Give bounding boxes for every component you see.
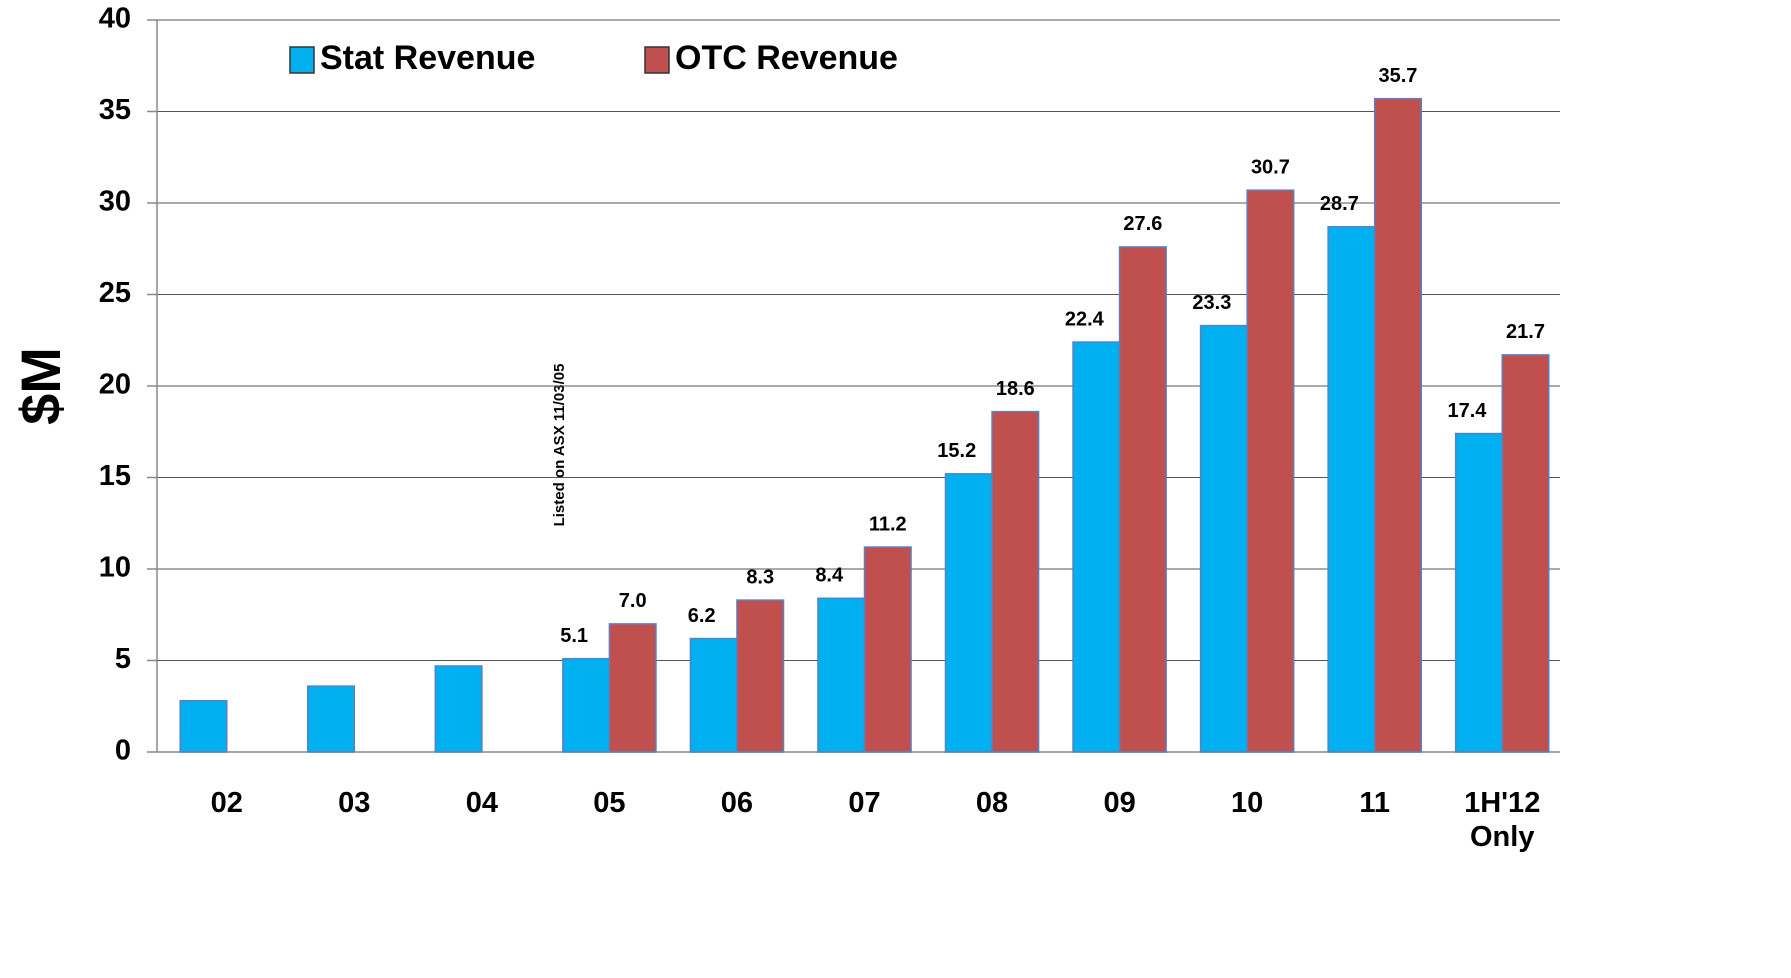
annotation: Listed on ASX 11/03/05 bbox=[551, 364, 568, 527]
data-label: 5.1 bbox=[560, 625, 588, 647]
y-tick-label: 15 bbox=[99, 460, 131, 492]
x-tick-label: 03 bbox=[338, 787, 371, 819]
data-label: 30.7 bbox=[1251, 156, 1290, 178]
bar bbox=[1454, 432, 1503, 753]
y-tick-label: 25 bbox=[99, 277, 131, 309]
bar bbox=[608, 623, 657, 753]
legend-swatch bbox=[644, 46, 670, 74]
data-label: 15.2 bbox=[937, 440, 976, 462]
y-tick-label: 5 bbox=[115, 643, 131, 675]
bar bbox=[991, 410, 1040, 753]
y-tick-label: 10 bbox=[99, 552, 131, 584]
bar bbox=[1199, 324, 1248, 753]
x-tick-label: 1H'12 Only bbox=[1464, 787, 1541, 853]
bar bbox=[1118, 246, 1167, 753]
bar bbox=[562, 657, 611, 753]
data-label: 28.7 bbox=[1320, 193, 1359, 215]
bar bbox=[863, 546, 912, 753]
data-label: 27.6 bbox=[1123, 213, 1162, 235]
x-tick-label: 07 bbox=[848, 787, 881, 819]
data-label: 11.2 bbox=[869, 513, 907, 535]
x-tick-label: 06 bbox=[720, 787, 754, 819]
bar bbox=[736, 599, 785, 753]
data-label: 7.0 bbox=[619, 590, 647, 612]
legend-swatch bbox=[289, 46, 315, 74]
bar bbox=[1501, 354, 1550, 753]
data-label: 21.7 bbox=[1506, 321, 1545, 343]
y-tick-label: 0 bbox=[115, 735, 131, 767]
bar bbox=[944, 473, 993, 753]
data-label: 35.7 bbox=[1378, 65, 1417, 87]
bar bbox=[179, 700, 228, 753]
x-tick-label: 09 bbox=[1103, 787, 1136, 819]
legend-label: OTC Revenue bbox=[675, 39, 898, 77]
data-label: 6.2 bbox=[688, 605, 716, 627]
bar bbox=[817, 597, 866, 753]
x-tick-label: 08 bbox=[975, 787, 1009, 819]
x-tick-label: 05 bbox=[593, 787, 626, 819]
data-label: 8.3 bbox=[746, 566, 774, 588]
bar bbox=[1246, 189, 1295, 753]
bar bbox=[689, 637, 738, 753]
y-tick-label: 35 bbox=[99, 94, 131, 126]
x-tick-label: 11 bbox=[1359, 787, 1390, 819]
y-tick-label: 40 bbox=[99, 3, 131, 35]
y-tick-label: 30 bbox=[99, 186, 131, 218]
bar bbox=[1072, 341, 1121, 753]
x-tick-label: 04 bbox=[465, 787, 498, 819]
bar bbox=[1373, 97, 1422, 753]
legend-label: Stat Revenue bbox=[320, 39, 535, 77]
x-tick-label: 10 bbox=[1230, 787, 1264, 819]
bar bbox=[434, 665, 483, 753]
y-axis-label: $M bbox=[9, 347, 72, 425]
y-tick-label: 20 bbox=[99, 369, 131, 401]
data-label: 8.4 bbox=[815, 565, 844, 587]
data-label: 18.6 bbox=[996, 378, 1035, 400]
data-label: 23.3 bbox=[1192, 292, 1231, 314]
x-tick-label: 02 bbox=[210, 787, 243, 819]
data-label: 17.4 bbox=[1447, 400, 1487, 422]
bar bbox=[307, 685, 356, 753]
bar bbox=[1327, 226, 1376, 753]
data-label: 22.4 bbox=[1065, 308, 1105, 330]
